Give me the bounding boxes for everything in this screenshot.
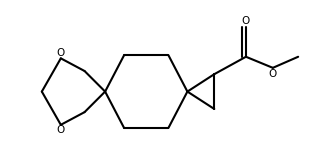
Text: O: O [57,48,65,58]
Text: O: O [242,16,250,26]
Text: O: O [269,69,277,79]
Text: O: O [57,125,65,136]
